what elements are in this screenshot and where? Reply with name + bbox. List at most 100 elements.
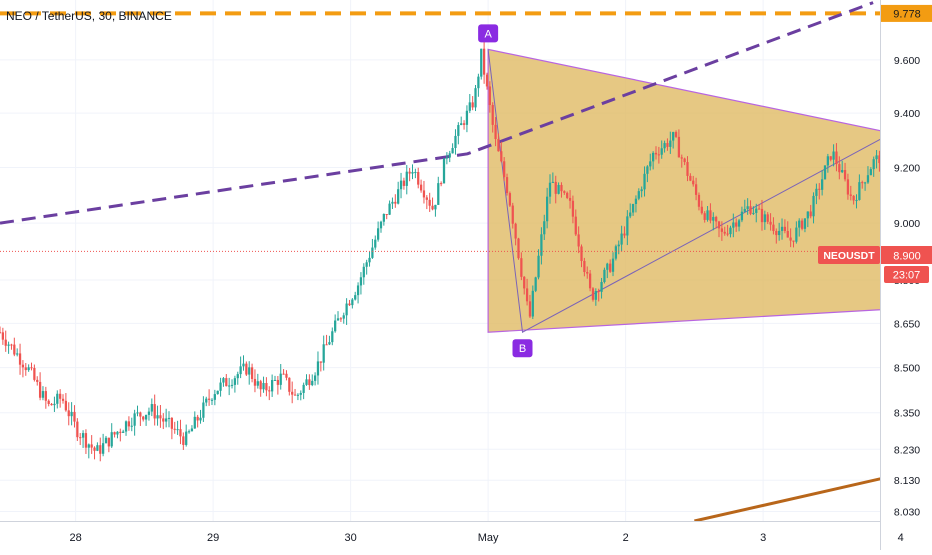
candle-body xyxy=(626,216,628,235)
candle-body xyxy=(787,231,789,238)
candle-body xyxy=(506,177,508,193)
candle-body xyxy=(257,381,259,385)
candle-body xyxy=(738,220,740,226)
candle-body xyxy=(397,189,399,203)
candle-body xyxy=(363,267,365,277)
candle-body xyxy=(606,264,608,270)
candle-body xyxy=(228,386,230,387)
candle-body xyxy=(73,412,75,422)
candle-body xyxy=(134,413,136,425)
candle-body xyxy=(182,436,184,445)
candle-body xyxy=(151,404,153,412)
candle-body xyxy=(632,204,634,213)
candle-body xyxy=(532,291,534,317)
candle-body xyxy=(277,380,279,385)
candle-body xyxy=(48,401,50,404)
candle-body xyxy=(744,209,746,212)
candle-body xyxy=(231,385,233,386)
point-label-a[interactable]: A xyxy=(478,24,498,42)
candle-body xyxy=(437,183,439,205)
candle-body xyxy=(474,88,476,107)
candle-body xyxy=(271,380,273,391)
y-tick-label: 9.600 xyxy=(894,55,920,67)
candle-body xyxy=(818,189,820,190)
candle-body xyxy=(22,365,24,368)
candle-body xyxy=(709,210,711,220)
candle-body xyxy=(875,155,877,159)
candle-body xyxy=(741,212,743,221)
candle-body xyxy=(815,189,817,196)
candle-body xyxy=(563,191,565,193)
resistance-price-tag: 9.778 xyxy=(881,5,932,22)
candle-body xyxy=(861,182,863,183)
candle-body xyxy=(357,285,359,295)
candle-body xyxy=(291,392,293,395)
candle-body xyxy=(343,315,345,318)
candle-body xyxy=(827,156,829,165)
candle-body xyxy=(248,367,250,374)
x-tick-label: 29 xyxy=(207,532,219,544)
candle-body xyxy=(758,209,760,210)
candle-body xyxy=(91,444,93,447)
candle-body xyxy=(483,49,485,75)
candle-body xyxy=(772,225,774,231)
candle-body xyxy=(88,444,90,447)
candle-body xyxy=(838,164,840,172)
candle-body xyxy=(56,394,58,404)
x-tick-label: 3 xyxy=(760,532,766,544)
candle-body xyxy=(689,176,691,181)
candle-body xyxy=(234,378,236,385)
time-axis-bg xyxy=(0,521,880,550)
candle-body xyxy=(781,227,783,231)
candle-body xyxy=(732,222,734,227)
candle-body xyxy=(268,390,270,391)
candle-body xyxy=(535,277,537,290)
candle-body xyxy=(835,151,837,164)
candle-body xyxy=(308,379,310,385)
candle-body xyxy=(440,183,442,184)
candle-body xyxy=(841,170,843,172)
candle-body xyxy=(314,375,316,380)
candle-body xyxy=(82,433,84,438)
candle-body xyxy=(855,200,857,201)
candle-body xyxy=(194,417,196,429)
candle-body xyxy=(0,332,1,333)
candle-body xyxy=(724,232,726,234)
candle-body xyxy=(684,159,686,163)
candle-body xyxy=(10,345,12,346)
candle-body xyxy=(105,438,107,443)
candle-body xyxy=(457,125,459,136)
candle-body xyxy=(159,415,161,418)
candle-body xyxy=(128,421,130,426)
candle-body xyxy=(162,418,164,421)
candle-body xyxy=(426,197,428,199)
candle-body xyxy=(643,174,645,190)
candle-body xyxy=(681,157,683,158)
candle-body xyxy=(801,221,803,229)
candle-body xyxy=(514,224,516,239)
candle-body xyxy=(208,399,210,400)
candle-body xyxy=(239,366,241,374)
candle-body xyxy=(25,367,27,370)
candle-body xyxy=(93,448,95,451)
candle-body xyxy=(406,172,408,186)
candle-body xyxy=(552,182,554,183)
candle-body xyxy=(205,399,207,403)
candle-body xyxy=(394,202,396,204)
candle-body xyxy=(775,231,777,235)
candle-body xyxy=(102,443,104,454)
candle-body xyxy=(288,378,290,392)
candle-body xyxy=(28,367,30,370)
point-label-b[interactable]: B xyxy=(513,339,533,357)
candle-body xyxy=(33,368,35,380)
candle-body xyxy=(274,380,276,381)
candle-body xyxy=(537,256,539,278)
candle-body xyxy=(391,202,393,204)
candle-body xyxy=(39,382,41,398)
candle-body xyxy=(572,201,574,217)
candle-body xyxy=(331,331,333,342)
candle-body xyxy=(113,432,115,434)
chart-title: NEO / TetherUS, 30, BINANCE xyxy=(6,9,172,23)
